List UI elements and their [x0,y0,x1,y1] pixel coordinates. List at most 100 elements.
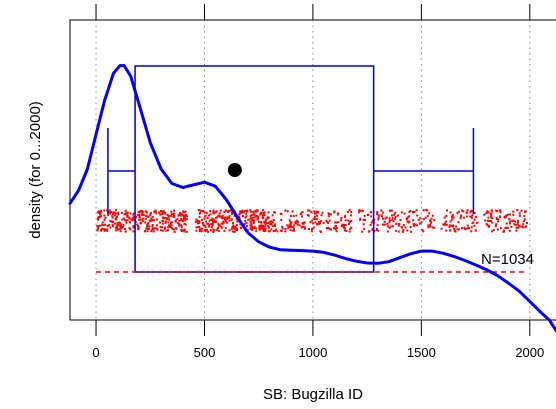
data-point [315,218,318,221]
data-point [466,224,469,227]
data-point [281,227,284,230]
data-point [270,220,273,223]
data-point [233,214,236,217]
data-point [375,227,378,230]
data-point [445,220,448,223]
data-point [272,230,275,233]
data-point [238,213,241,216]
data-point [347,222,350,225]
data-point [150,217,153,220]
data-point [385,216,388,219]
data-point [133,212,136,215]
data-point [524,210,527,213]
data-point [200,218,203,221]
data-point [440,227,443,230]
data-point [132,225,135,228]
data-point [208,219,211,222]
data-point [313,210,316,213]
data-point [264,227,267,230]
data-point [467,227,470,230]
data-point [180,229,183,232]
data-point [402,229,405,232]
data-point [276,230,279,233]
data-point [167,226,170,229]
data-point [221,214,224,217]
data-point [156,218,159,221]
data-point [349,214,352,217]
data-point [111,215,114,218]
data-point [181,213,184,216]
data-point [390,209,393,212]
data-point [294,221,297,224]
data-point [487,216,490,219]
data-point [100,223,103,226]
data-point [470,216,473,219]
data-point [350,226,353,229]
data-point [369,223,372,226]
data-point [388,226,391,229]
data-point [256,209,259,212]
data-point [245,215,248,218]
data-point [318,222,321,225]
data-point [126,214,129,217]
data-point [427,224,430,227]
data-point [232,222,235,225]
data-point [116,223,119,226]
data-point [383,220,386,223]
data-point [220,216,223,219]
data-point [96,224,99,227]
data-point [496,210,499,213]
data-point [487,211,490,214]
data-point [164,211,167,214]
data-point [466,209,469,212]
data-point [159,209,162,212]
data-point [313,217,316,220]
data-point [384,217,387,220]
data-point [263,220,266,223]
data-point [415,209,418,212]
data-point [106,224,109,227]
data-point [182,214,185,217]
x-tick-label: 500 [194,345,216,360]
data-point [523,218,526,221]
data-point [317,211,320,214]
data-point [315,214,318,217]
data-point [295,214,298,217]
data-point [162,211,165,214]
data-point [205,220,208,223]
data-point [336,213,339,216]
data-point [205,212,208,215]
data-point [512,219,515,222]
data-point [289,222,292,225]
data-point [272,219,275,222]
data-point [490,212,493,215]
data-point [241,209,244,212]
data-point [267,221,270,224]
data-point [202,224,205,227]
data-point [220,225,223,228]
data-point [442,223,445,226]
data-point [414,223,417,226]
data-point [427,226,430,229]
density-layer [68,64,556,333]
data-point [455,225,458,228]
data-point [394,217,397,220]
data-point [483,213,486,216]
data-point [208,223,211,226]
data-point [520,209,523,212]
data-point [239,223,242,226]
data-point [363,214,366,217]
data-point [131,217,134,220]
plot-frame-group [69,19,556,321]
data-point [359,217,362,220]
data-point [185,215,188,218]
data-point [408,215,411,218]
data-point [307,214,310,217]
data-point [310,211,313,214]
data-point [245,221,248,224]
data-point [444,223,447,226]
data-point [465,215,468,218]
data-point [182,220,185,223]
data-point [218,223,221,226]
data-point [128,217,131,220]
